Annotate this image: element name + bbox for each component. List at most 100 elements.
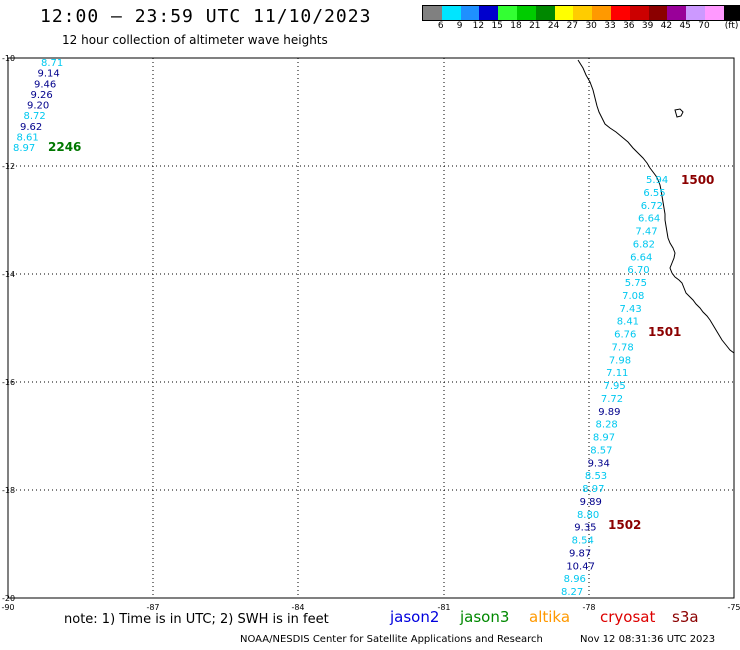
wave-height-value: 8.28 <box>596 420 618 431</box>
wave-height-value: 9.87 <box>569 548 591 559</box>
legend-swatch <box>723 6 740 20</box>
wave-height-value: 8.71 <box>41 58 63 69</box>
legend-label: 30 <box>585 21 597 31</box>
page-subtitle: 12 hour collection of altimeter wave hei… <box>62 33 328 47</box>
legend-swatch <box>535 6 555 20</box>
wave-height-value: 8.97 <box>593 433 615 444</box>
legend-swatch <box>423 6 442 20</box>
legend-label: 15 <box>491 21 503 31</box>
wave-height-value: 8.41 <box>617 317 639 328</box>
wave-height-value: 9.14 <box>38 69 60 80</box>
legend-label: 33 <box>604 21 616 31</box>
x-tick-label: -84 <box>291 603 304 612</box>
wave-height-value: 8.57 <box>590 445 612 456</box>
map-gridlines <box>8 58 734 598</box>
legend-swatch <box>460 6 480 20</box>
pass-time-label: 1502 <box>608 518 641 532</box>
legend-swatch <box>573 6 593 20</box>
wave-height-value: 5.94 <box>646 175 668 186</box>
legend-label: 24 <box>547 21 560 31</box>
legend-swatch <box>592 6 611 20</box>
wave-height-value: 10.47 <box>566 561 595 572</box>
legend-swatch <box>554 6 574 20</box>
legend-label: 18 <box>510 21 522 31</box>
east-altimeter-track: 5.94 6.55 6.72 6.64 7.476.82 6.64 6.70 5.75 7.08… <box>561 175 668 598</box>
wave-height-value: 6.64 <box>630 252 652 263</box>
legend-swatch <box>648 6 668 20</box>
legend-label: 27 <box>566 21 579 31</box>
x-tick-label: -75 <box>727 603 740 612</box>
wave-height-value: 6.72 <box>641 201 663 212</box>
legend-label: 12 <box>472 21 485 31</box>
legend-label: 42 <box>660 21 673 31</box>
footer-credit: NOAA/NESDIS Center for Satellite Applica… <box>240 634 543 645</box>
page-title: 12:00 – 23:59 UTC 11/10/2023 <box>40 6 372 27</box>
legend-swatch <box>629 6 649 20</box>
wave-height-value: 7.43 <box>619 304 641 315</box>
legend-label: 39 <box>641 21 654 31</box>
coastline-island <box>674 108 684 118</box>
y-tick-label: -10 <box>2 54 15 63</box>
wave-height-value: 8.80 <box>577 510 599 521</box>
wave-height-value: 9.35 <box>574 523 596 534</box>
wave-height-value: 6.82 <box>633 239 655 250</box>
wave-height-value: 8.97 <box>13 143 35 154</box>
wave-height-value: 8.72 <box>24 111 46 122</box>
pass-time-label: 2246 <box>48 140 81 154</box>
wave-height-value: 9.20 <box>27 101 49 112</box>
wave-height-value: 6.70 <box>627 265 649 276</box>
wave-height-value: 9.34 <box>588 458 610 469</box>
legend-label: 6 <box>437 21 444 31</box>
legend-labels: 6 9 12 15 18 21 24 27 30 33 36 39 42 45 70 (ft) <box>422 21 740 33</box>
wave-height-value: 7.08 <box>622 291 644 302</box>
wave-height-value: 9.89 <box>598 407 620 418</box>
wave-height-value: 8.97 <box>582 484 604 495</box>
y-tick-label: -12 <box>2 162 15 171</box>
wave-height-value: 6.64 <box>638 214 660 225</box>
legend-swatch <box>667 6 687 20</box>
legend-label: 36 <box>623 21 635 31</box>
wave-height-value: 7.47 <box>635 227 657 238</box>
legend-swatch <box>479 6 499 20</box>
wave-height-value: 5.75 <box>625 278 647 289</box>
legend-label: 45 <box>679 21 691 31</box>
wave-height-value: 9.46 <box>34 79 56 90</box>
x-tick-label: -81 <box>437 603 450 612</box>
y-tick-label: -20 <box>2 594 15 603</box>
legend-swatch <box>610 6 630 20</box>
wave-height-value: 8.53 <box>585 471 607 482</box>
legend-label: 21 <box>529 21 541 31</box>
wave-height-value: 9.26 <box>31 90 53 101</box>
legend-swatch <box>441 6 461 20</box>
pass-time-label: 1501 <box>648 325 681 339</box>
map-frame <box>7 57 735 599</box>
satellite-name: jason2 <box>390 608 440 626</box>
y-tick-label: -16 <box>2 378 15 387</box>
wave-height-value: 9.62 <box>20 122 42 133</box>
legend-label: 70 <box>698 21 710 31</box>
west-altimeter-track: 8.719.149.469.269.208.729.628.618.97 <box>13 58 63 154</box>
legend-swatch <box>498 6 517 20</box>
wave-height-value: 8.96 <box>564 574 586 585</box>
y-tick-label: -18 <box>2 486 15 495</box>
x-tick-label: -87 <box>146 603 159 612</box>
wave-height-value: 9.89 <box>580 497 602 508</box>
axis-tick-labels: -90 -87 -84 -81 -78 -75 -10 -12 -14 -16 -18 -20 <box>1 54 740 612</box>
wave-height-value: 6.76 <box>614 330 636 341</box>
legend-unit-label: (ft) <box>724 21 739 31</box>
x-tick-label: -78 <box>582 603 595 612</box>
legend-swatch <box>516 6 536 20</box>
legend-swatch <box>704 6 724 20</box>
coastline-mainland <box>577 59 735 354</box>
wave-height-value: 7.95 <box>604 381 626 392</box>
pass-time-labels: 2246 1500 1501 1502 <box>48 140 714 532</box>
legend-label: 9 <box>456 21 463 31</box>
satellite-name: jason3 <box>460 608 510 626</box>
y-tick-label: -14 <box>2 270 15 279</box>
footer-note: note: 1) Time is in UTC; 2) SWH is in fe… <box>64 612 329 627</box>
wave-height-value: 8.27 <box>561 587 583 598</box>
pass-time-label: 1500 <box>681 173 714 187</box>
satellite-name: s3a <box>672 608 699 626</box>
wave-height-value: 8.61 <box>17 132 39 143</box>
